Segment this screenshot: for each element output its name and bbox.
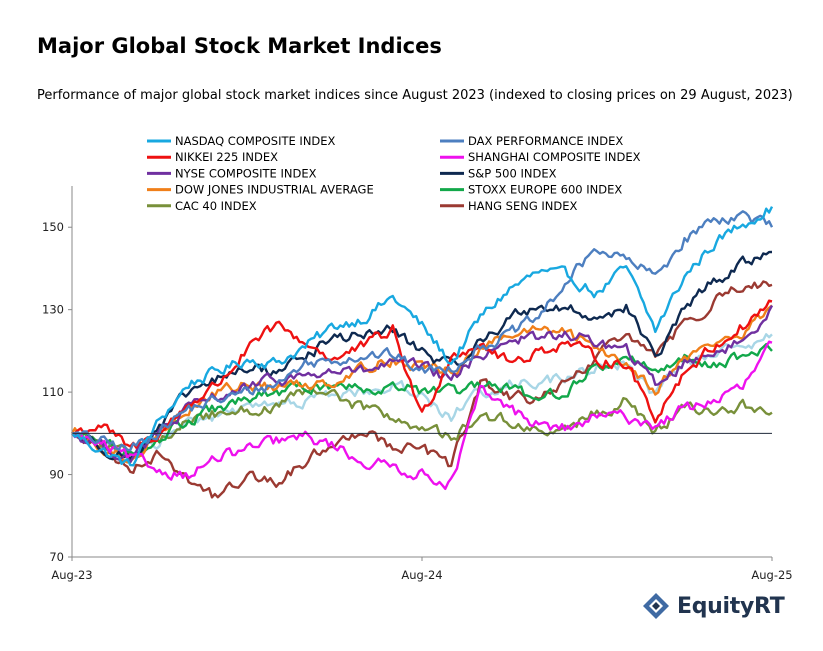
equityrt-logo-icon <box>643 593 669 619</box>
y-axis-ticks: 70 90 110 130 150 <box>42 220 72 564</box>
y-tick-label: 150 <box>42 220 64 234</box>
series-line-dow-jones-industrial-average <box>70 304 773 464</box>
x-tick-label: Aug-25 <box>751 568 792 582</box>
x-tick-label: Aug-23 <box>51 568 92 582</box>
series-line-nasdaq-composite-index <box>71 206 774 467</box>
legend-label: SHANGHAI COMPOSITE INDEX <box>468 150 641 164</box>
legend-label: NIKKEI 225 INDEX <box>175 150 278 164</box>
series-layer <box>70 206 774 499</box>
y-tick-label: 110 <box>42 385 64 399</box>
chart-subtitle: Performance of major global stock market… <box>37 88 793 103</box>
x-tick-label: Aug-24 <box>401 568 442 582</box>
series-line-shanghai-composite-index <box>71 340 773 490</box>
y-tick-label: 90 <box>49 468 64 482</box>
legend-label: NASDAQ COMPOSITE INDEX <box>175 134 336 148</box>
legend-label: DOW JONES INDUSTRIAL AVERAGE <box>175 183 374 197</box>
legend: NASDAQ COMPOSITE INDEX DAX PERFORMANCE IN… <box>147 134 641 213</box>
legend-label: S&P 500 INDEX <box>468 166 557 180</box>
series-line-dax-performance-index <box>71 210 774 452</box>
series-line-stoxx-europe-600-index <box>71 343 773 459</box>
legend-label: NYSE COMPOSITE INDEX <box>175 166 317 180</box>
legend-label: DAX PERFORMANCE INDEX <box>468 134 623 148</box>
y-tick-label: 130 <box>42 303 64 317</box>
series-line-nyse-composite-index <box>71 304 774 464</box>
legend-label: STOXX EUROPE 600 INDEX <box>468 183 622 197</box>
series-line-s-p-500-index <box>71 250 773 461</box>
y-tick-label: 70 <box>49 550 64 564</box>
chart-title: Major Global Stock Market Indices <box>37 34 442 58</box>
equityrt-logo: EquityRT <box>641 591 785 621</box>
legend-label: HANG SENG INDEX <box>468 199 578 213</box>
legend-label: CAC 40 INDEX <box>175 199 257 213</box>
logo-text: EquityRT <box>677 593 785 619</box>
x-axis-ticks: Aug-23 Aug-24 Aug-25 <box>51 557 793 582</box>
